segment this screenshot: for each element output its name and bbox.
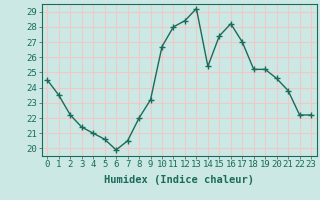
X-axis label: Humidex (Indice chaleur): Humidex (Indice chaleur) [104, 175, 254, 185]
